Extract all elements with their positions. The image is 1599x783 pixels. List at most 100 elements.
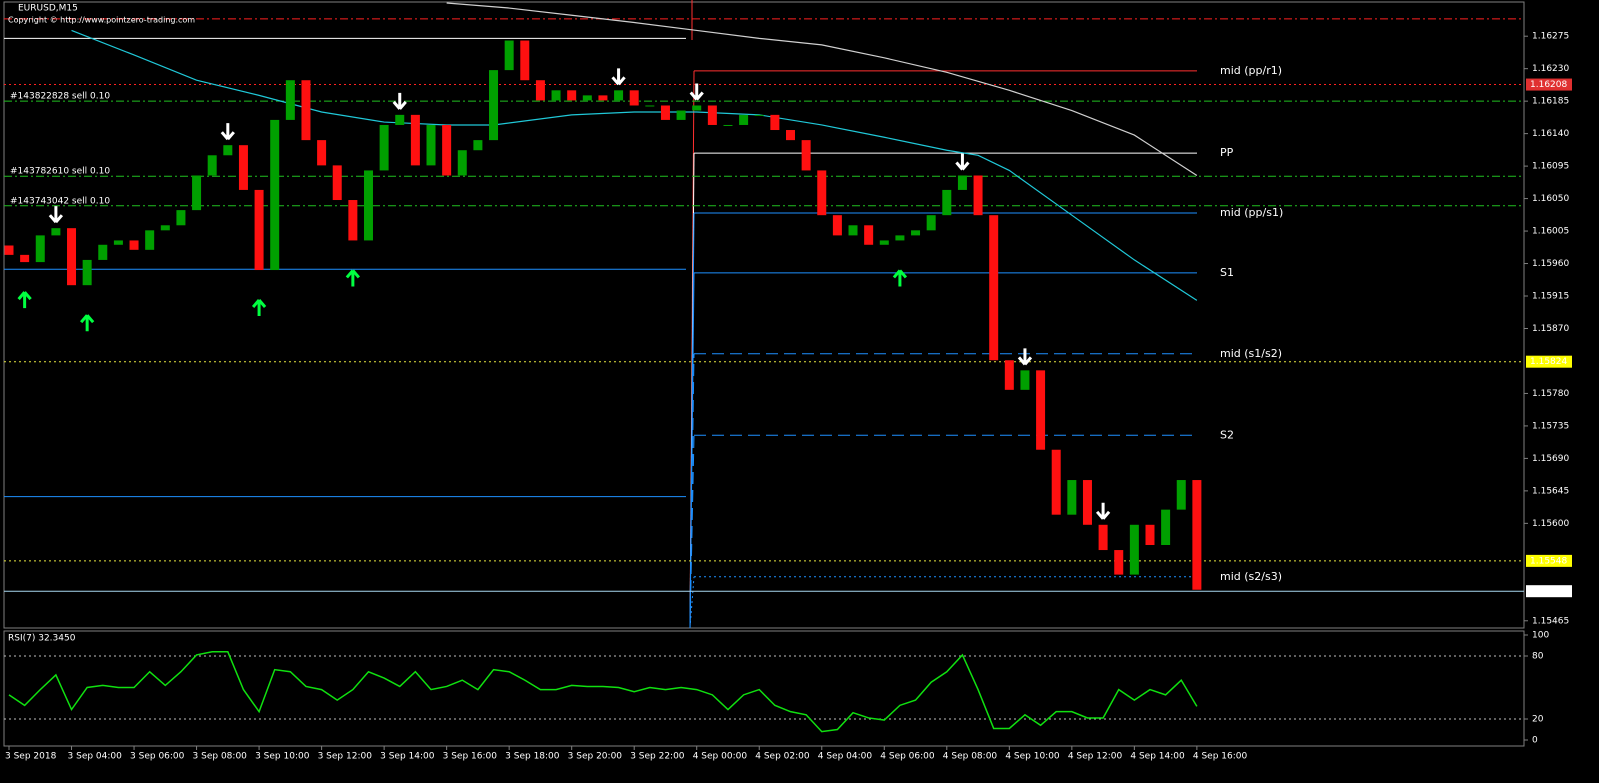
- candle-down: [973, 175, 983, 216]
- candle-up: [160, 225, 170, 231]
- candle-down: [660, 105, 670, 120]
- pivot-label: mid (s2/s3): [1220, 570, 1282, 583]
- x-tick-label: 3 Sep 04:00: [68, 752, 123, 762]
- candle-up: [1176, 480, 1186, 510]
- candle-down: [1036, 370, 1046, 450]
- y-tick-label: 1.16005: [1532, 227, 1569, 237]
- candle-up: [692, 105, 702, 111]
- candle-down: [410, 114, 420, 166]
- price-label: 1.15506: [1530, 587, 1567, 597]
- candle-down: [1114, 550, 1124, 575]
- candle-up: [176, 210, 186, 226]
- candle-up: [489, 70, 499, 141]
- candle-up: [270, 119, 280, 271]
- pivot-label: mid (pp/r1): [1220, 64, 1282, 77]
- y-tick-label: 1.16230: [1532, 64, 1569, 74]
- pivot-label: S1: [1220, 266, 1234, 279]
- candle-up: [98, 244, 108, 260]
- candle-down: [989, 215, 999, 361]
- sell-arrow: [955, 153, 970, 171]
- candle-down: [4, 245, 14, 255]
- candle-up: [879, 240, 889, 245]
- candle-up: [379, 124, 389, 171]
- pivot-label: S2: [1220, 428, 1234, 441]
- candle-up: [1020, 370, 1030, 390]
- candle-up: [113, 240, 123, 245]
- x-tick-label: 3 Sep 12:00: [318, 752, 373, 762]
- sell-arrow: [220, 123, 235, 141]
- buy-arrow: [345, 269, 360, 287]
- candle-down: [535, 80, 545, 101]
- y-tick-label: 1.15600: [1532, 519, 1569, 529]
- candle-up: [145, 230, 155, 250]
- x-tick-label: 3 Sep 22:00: [630, 752, 685, 762]
- x-tick-label: 3 Sep 06:00: [130, 752, 185, 762]
- price-label: 1.16208: [1530, 80, 1567, 90]
- candle-down: [1192, 480, 1202, 590]
- x-tick-label: 3 Sep 14:00: [380, 752, 435, 762]
- order-label: #143743042 sell 0.10: [10, 196, 110, 206]
- candle-up: [582, 95, 592, 101]
- candle-down: [1098, 524, 1108, 551]
- candle-down: [629, 90, 639, 106]
- x-tick-label: 4 Sep 10:00: [1005, 752, 1060, 762]
- x-tick-label: 4 Sep 12:00: [1068, 752, 1123, 762]
- x-tick-label: 3 Sep 18:00: [505, 752, 560, 762]
- candle-down: [317, 140, 327, 166]
- price-label-box: [1526, 554, 1572, 567]
- candle-up: [82, 259, 92, 286]
- pivot-label: PP: [1220, 146, 1234, 159]
- candle-down: [20, 254, 30, 263]
- pivot-label: mid (pp/s1): [1220, 206, 1283, 219]
- candle-up: [426, 124, 436, 166]
- x-tick-label: 4 Sep 16:00: [1193, 752, 1248, 762]
- x-tick-label: 3 Sep 10:00: [255, 752, 310, 762]
- pivot-label: mid (s1/s2): [1220, 347, 1282, 360]
- candle-down: [598, 95, 608, 101]
- order-label: #143822828 sell 0.10: [10, 92, 110, 102]
- main-panel-frame: [3, 1, 1525, 629]
- candle-down: [254, 189, 264, 271]
- x-tick-label: 4 Sep 14:00: [1130, 752, 1185, 762]
- x-tick-label: 3 Sep 2018: [5, 752, 57, 762]
- candle-down: [707, 105, 717, 125]
- price-label-box: [1526, 585, 1572, 598]
- candle-up: [739, 114, 749, 125]
- sell-arrow: [392, 92, 407, 110]
- candle-up: [848, 225, 858, 236]
- candle-down: [801, 140, 811, 171]
- candle-down: [520, 40, 530, 81]
- x-tick-label: 4 Sep 02:00: [755, 752, 810, 762]
- candle-down: [1082, 480, 1092, 525]
- candle-down: [817, 170, 827, 216]
- candle-down: [1004, 360, 1014, 390]
- candle-up: [551, 90, 561, 101]
- candle-up: [926, 215, 936, 231]
- candle-up: [1067, 480, 1077, 515]
- candle-down: [864, 225, 874, 245]
- candle-down: [1145, 524, 1155, 546]
- candle-up: [895, 235, 905, 241]
- y-tick-label: 1.15735: [1532, 421, 1569, 431]
- price-label-box: [1526, 355, 1572, 368]
- candle-down: [1051, 449, 1061, 515]
- candle-down: [567, 90, 577, 101]
- candle-up: [1161, 509, 1171, 546]
- candle-up: [192, 175, 202, 211]
- y-tick-label: 1.15870: [1532, 324, 1569, 334]
- y-tick-label: 1.15960: [1532, 259, 1569, 269]
- sell-arrow: [611, 68, 626, 86]
- y-tick-label: 1.15645: [1532, 486, 1569, 496]
- candle-up: [957, 175, 967, 190]
- y-tick-label: 1.16275: [1532, 32, 1569, 42]
- candle-down: [786, 130, 795, 141]
- x-tick-label: 3 Sep 08:00: [193, 752, 248, 762]
- y-tick-label: 1.16095: [1532, 162, 1569, 172]
- buy-arrow: [17, 291, 32, 309]
- candle-up: [504, 40, 514, 71]
- plot-layer: 1.16275 1.16230 1.16185 1.16140 1.16095 1.160…: [4, 2, 1572, 762]
- pivot-step: [689, 576, 695, 629]
- candle-up: [676, 110, 686, 120]
- candle-up: [363, 170, 373, 241]
